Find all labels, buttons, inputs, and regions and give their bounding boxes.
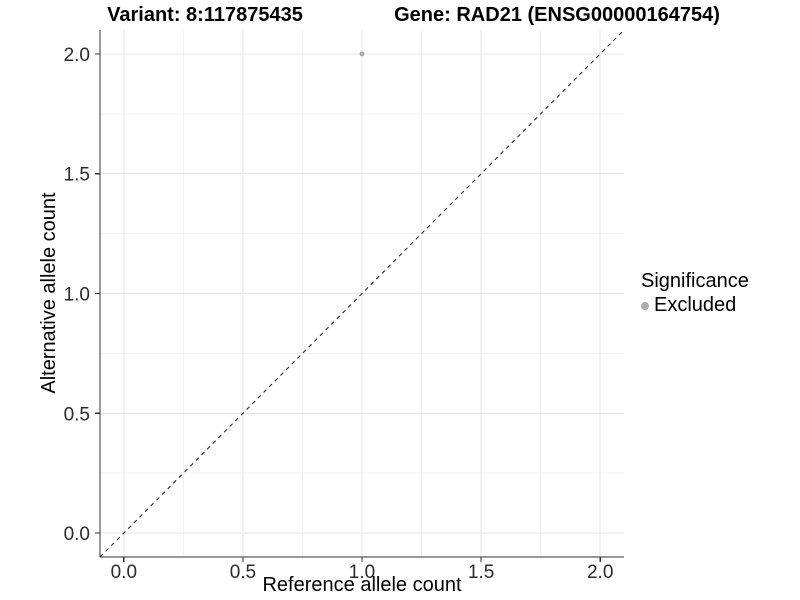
legend: Significance Excluded: [641, 270, 749, 317]
x-tick-label: 1.5: [468, 562, 494, 583]
data-point-excluded: [359, 51, 365, 57]
legend-title: Significance: [641, 270, 749, 292]
legend-item-label: Excluded: [654, 294, 737, 316]
variant-title: Variant: 8:117875435: [107, 4, 303, 26]
excluded-point-icon: [641, 301, 649, 310]
y-axis-ticks: 0.0 0.5 1.0 1.5 2.0: [64, 45, 100, 545]
x-tick-label: 1.0: [349, 562, 375, 583]
x-tick-label: 2.0: [587, 562, 613, 583]
gene-title: Gene: RAD21 (ENSG00000164754): [394, 4, 720, 26]
x-axis-ticks: 0.0 0.5 1.0 1.5 2.0: [111, 557, 613, 583]
y-tick-label: 1.0: [64, 285, 90, 306]
x-axis-title: Reference allele count: [262, 574, 462, 596]
y-tick-label: 0.0: [64, 524, 90, 545]
y-tick-label: 0.5: [64, 404, 90, 425]
x-tick-label: 0.5: [230, 562, 256, 583]
x-tick-label: 0.0: [111, 562, 137, 583]
legend-item-excluded: Excluded: [641, 294, 749, 317]
y-tick-label: 2.0: [64, 45, 90, 66]
y-axis-title: Alternative allele count: [38, 192, 60, 394]
y-tick-label: 1.5: [64, 165, 90, 186]
identity-dashed-line: [99, 29, 625, 558]
data-points: [359, 51, 365, 57]
